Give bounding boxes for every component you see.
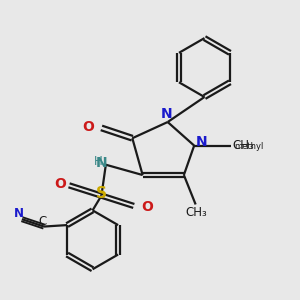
Text: N: N (196, 135, 207, 149)
Text: H: H (94, 155, 102, 168)
Text: S: S (96, 186, 107, 201)
Text: CH₃: CH₃ (186, 206, 207, 219)
Text: methyl: methyl (234, 142, 263, 151)
Text: N: N (160, 107, 172, 121)
Text: N: N (14, 207, 24, 220)
Text: N: N (96, 156, 107, 170)
Text: CH₃: CH₃ (232, 139, 254, 152)
Text: C: C (38, 215, 47, 228)
Text: O: O (141, 200, 153, 214)
Text: O: O (54, 177, 66, 191)
Text: O: O (82, 120, 94, 134)
